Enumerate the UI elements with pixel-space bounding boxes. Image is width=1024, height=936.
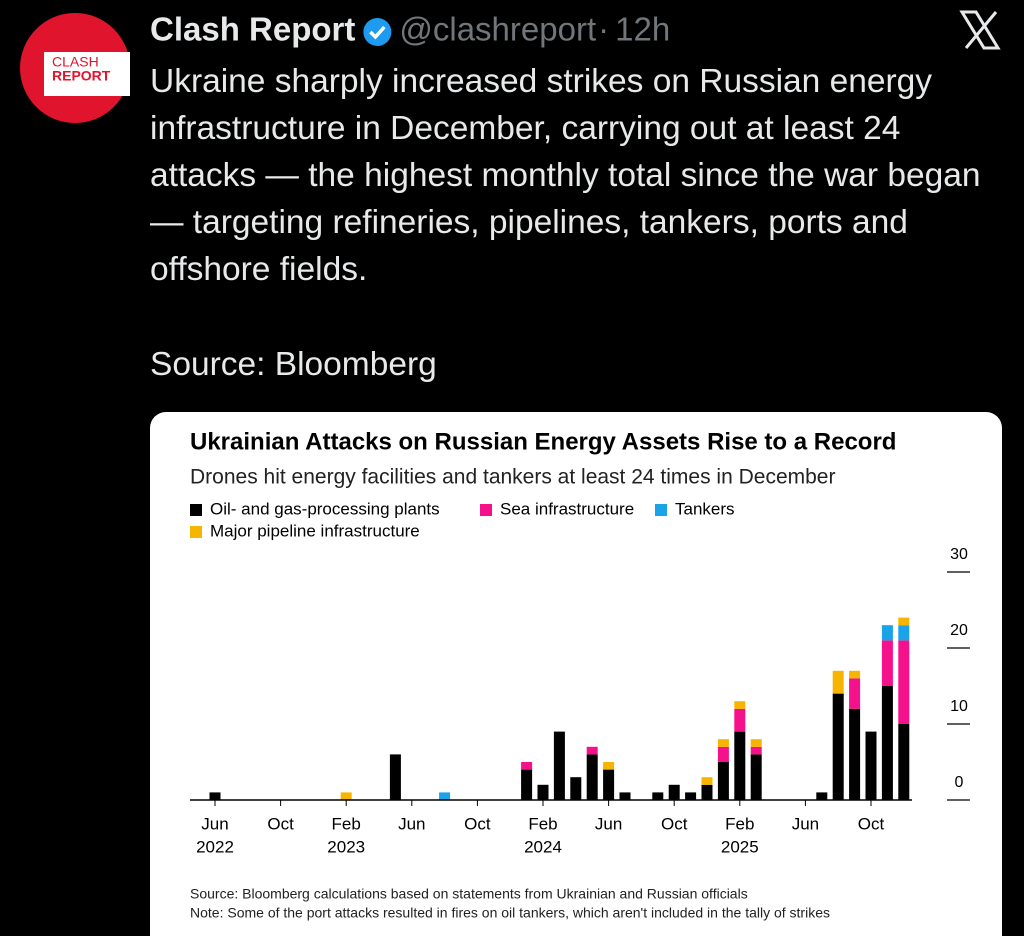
legend-swatch xyxy=(480,504,492,516)
bar-segment xyxy=(898,724,910,800)
bar-segment xyxy=(668,784,680,800)
chart-subtitle: Drones hit energy facilities and tankers… xyxy=(190,466,835,489)
bar-segment xyxy=(734,701,746,709)
x-tick-label: Feb xyxy=(528,814,557,833)
x-year-label: 2025 xyxy=(721,837,759,856)
bar-segment xyxy=(521,762,533,770)
x-year-label: 2024 xyxy=(524,837,562,856)
handle[interactable]: @clashreport xyxy=(399,11,596,48)
bar-segment xyxy=(734,731,746,800)
bar-segment xyxy=(717,746,729,762)
bar-segment xyxy=(603,762,615,770)
bar-segment xyxy=(340,792,352,800)
bar-segment xyxy=(832,670,844,694)
bar-segment xyxy=(832,693,844,800)
bar-segment xyxy=(586,746,598,755)
x-tick-label: Feb xyxy=(332,814,361,833)
x-tick-label: Feb xyxy=(725,814,754,833)
legend-swatch xyxy=(655,504,667,516)
tweet-source: Source: Bloomberg xyxy=(150,346,437,383)
legend-label: Tankers xyxy=(675,499,735,518)
x-tick-label: Jun xyxy=(595,814,622,833)
bar-segment xyxy=(570,777,582,800)
tweet-text: Ukraine sharply increased strikes on Rus… xyxy=(150,63,981,288)
bar-segment xyxy=(701,784,713,800)
bar-segment xyxy=(881,625,893,641)
bar-segment xyxy=(389,754,401,800)
bar-segment xyxy=(209,792,221,800)
bar-segment xyxy=(701,777,713,785)
x-year-label: 2022 xyxy=(196,837,234,856)
x-tick-label: Jun xyxy=(398,814,425,833)
bar-segment xyxy=(652,792,664,800)
bar-segment xyxy=(619,792,631,800)
bar-segment xyxy=(898,625,910,641)
bar-segment xyxy=(849,670,861,679)
bar-segment xyxy=(849,678,861,709)
chart-card[interactable]: Ukrainian Attacks on Russian Energy Asse… xyxy=(150,412,1002,936)
bar-segment xyxy=(898,617,910,626)
author-name[interactable]: Clash Report xyxy=(150,11,355,48)
bar-segment xyxy=(521,769,533,800)
bar-segment xyxy=(586,754,598,800)
bar-segment xyxy=(865,731,877,800)
bar-segment xyxy=(750,754,762,800)
bar-segment xyxy=(750,746,762,755)
bar-segment xyxy=(816,792,828,800)
chart-note: Source: Bloomberg calculations based on … xyxy=(190,886,748,902)
bar-segment xyxy=(734,708,746,732)
y-tick-label: 10 xyxy=(950,698,968,715)
x-logo[interactable] xyxy=(959,10,1001,50)
bar-segment xyxy=(553,731,565,800)
avatar-badge xyxy=(44,52,130,96)
x-tick-label: Jun xyxy=(201,814,228,833)
bar-segment xyxy=(750,739,762,747)
legend-swatch xyxy=(190,526,202,538)
y-tick-label: 30 xyxy=(950,546,968,563)
card-bg xyxy=(150,412,1002,936)
x-tick-label: Jun xyxy=(792,814,819,833)
avatar-text: CLASH xyxy=(52,54,99,70)
x-tick-label: Oct xyxy=(661,814,688,833)
legend-label: Major pipeline infrastructure xyxy=(210,521,420,540)
bar-segment xyxy=(603,769,615,800)
timestamp[interactable]: 12h xyxy=(615,11,670,48)
chart-note: Note: Some of the port attacks resulted … xyxy=(190,905,830,921)
y-tick-label: 0 xyxy=(955,774,964,791)
bar-segment xyxy=(881,640,893,686)
avatar-text: REPORT xyxy=(52,68,111,84)
chart-title: Ukrainian Attacks on Russian Energy Asse… xyxy=(190,428,896,455)
bar-segment xyxy=(898,640,910,724)
bar-segment xyxy=(439,792,451,800)
separator: · xyxy=(598,11,609,48)
x-year-label: 2023 xyxy=(327,837,365,856)
legend-label: Sea infrastructure xyxy=(500,499,634,518)
y-tick-label: 20 xyxy=(950,622,968,639)
legend-label: Oil- and gas-processing plants xyxy=(210,499,440,518)
x-tick-label: Oct xyxy=(464,814,491,833)
bar-segment xyxy=(881,686,893,800)
x-tick-label: Oct xyxy=(858,814,885,833)
bar-segment xyxy=(717,739,729,747)
bar-segment xyxy=(685,792,697,800)
tweet-header: CLASH REPORT Clash Report @clashreport ·… xyxy=(20,10,1001,123)
bar-segment xyxy=(717,762,729,800)
x-tick-label: Oct xyxy=(267,814,294,833)
bar-segment xyxy=(849,708,861,800)
bar-segment xyxy=(537,784,549,800)
verified-badge xyxy=(363,18,392,46)
legend-swatch xyxy=(190,504,202,516)
